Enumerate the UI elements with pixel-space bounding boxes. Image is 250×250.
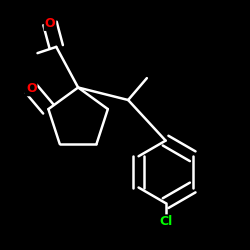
Text: Cl: Cl	[159, 216, 172, 228]
Text: O: O	[26, 82, 36, 95]
Text: O: O	[45, 17, 55, 30]
